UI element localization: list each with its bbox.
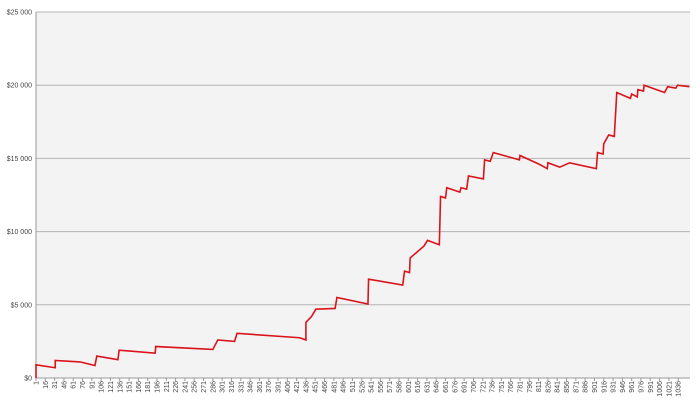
x-tick-label: 991 bbox=[648, 381, 655, 393]
x-tick-label: 631 bbox=[424, 381, 431, 393]
x-tick-label: 481 bbox=[331, 381, 338, 393]
x-tick-label: 646 bbox=[434, 381, 441, 393]
y-tick-label: $10 000 bbox=[7, 229, 32, 236]
x-tick-label: 541 bbox=[369, 381, 376, 393]
x-tick-label: 571 bbox=[387, 381, 394, 393]
x-tick-label: 946 bbox=[620, 381, 627, 393]
x-tick-label: 706 bbox=[471, 381, 478, 393]
y-tick-label: $25 000 bbox=[7, 10, 32, 17]
x-tick-label: 256 bbox=[192, 381, 199, 393]
x-tick-label: 721 bbox=[480, 381, 487, 393]
x-tick-label: 1 bbox=[34, 381, 41, 385]
x-tick-label: 556 bbox=[378, 381, 385, 393]
x-tick-label: 166 bbox=[136, 381, 143, 393]
x-tick-label: 1021 bbox=[666, 381, 673, 397]
x-tick-label: 886 bbox=[583, 381, 590, 393]
x-tick-label: 46 bbox=[61, 381, 68, 389]
x-tick-label: 106 bbox=[99, 381, 106, 393]
x-tick-label: 241 bbox=[182, 381, 189, 393]
x-tick-label: 31 bbox=[52, 381, 59, 389]
x-tick-label: 376 bbox=[266, 381, 273, 393]
x-tick-label: 1036 bbox=[676, 381, 683, 397]
x-tick-label: 421 bbox=[294, 381, 301, 393]
x-tick-label: 736 bbox=[490, 381, 497, 393]
y-tick-label: $15 000 bbox=[7, 156, 32, 163]
x-tick-label: 976 bbox=[638, 381, 645, 393]
x-tick-label: 361 bbox=[257, 381, 264, 393]
x-tick-label: 616 bbox=[415, 381, 422, 393]
x-tick-label: 661 bbox=[443, 381, 450, 393]
x-tick-label: 91 bbox=[89, 381, 96, 389]
x-tick-label: 61 bbox=[71, 381, 78, 389]
x-tick-label: 586 bbox=[396, 381, 403, 393]
x-tick-label: 511 bbox=[350, 381, 357, 392]
x-tick-label: 691 bbox=[462, 381, 469, 393]
x-tick-label: 436 bbox=[303, 381, 310, 393]
x-tick-label: 931 bbox=[611, 381, 618, 393]
x-tick-label: 136 bbox=[117, 381, 124, 393]
x-tick-label: 451 bbox=[313, 381, 320, 393]
x-tick-label: 391 bbox=[275, 381, 282, 393]
x-tick-label: 406 bbox=[285, 381, 292, 393]
line bbox=[35, 84, 690, 378]
x-tick-label: 841 bbox=[555, 381, 562, 393]
x-tick-label: 496 bbox=[341, 381, 348, 393]
y-tick-label: $20 000 bbox=[7, 83, 32, 90]
x-tick-label: 676 bbox=[452, 381, 459, 393]
x-tick-label: 301 bbox=[220, 381, 227, 393]
x-tick-label: 211 bbox=[164, 381, 171, 392]
plot-area bbox=[36, 12, 690, 378]
x-tick-label: 1006 bbox=[657, 381, 664, 397]
x-tick-label: 226 bbox=[173, 381, 180, 393]
x-tick-label: 331 bbox=[238, 381, 245, 393]
x-tick-label: 181 bbox=[145, 381, 152, 393]
x-tick-label: 196 bbox=[154, 381, 161, 393]
x-tick-label: 871 bbox=[573, 381, 580, 393]
x-tick-label: 346 bbox=[248, 381, 255, 393]
y-tick-label: $5 000 bbox=[11, 302, 33, 309]
x-tick-label: 76 bbox=[80, 381, 87, 389]
x-tick-label: 466 bbox=[322, 381, 329, 393]
x-tick-label: 781 bbox=[517, 381, 524, 393]
x-tick-label: 916 bbox=[601, 381, 608, 393]
x-tick-label: 526 bbox=[359, 381, 366, 393]
x-tick-label: 796 bbox=[527, 381, 534, 393]
x-tick-label: 826 bbox=[545, 381, 552, 393]
x-tick-label: 751 bbox=[499, 381, 506, 393]
x-tick-label: 121 bbox=[108, 381, 115, 393]
x-tick-label: 961 bbox=[629, 381, 636, 393]
x-tick-label: 601 bbox=[406, 381, 413, 393]
x-tick-label: 856 bbox=[564, 381, 571, 393]
x-tick-label: 901 bbox=[592, 381, 599, 393]
x-tick-label: 316 bbox=[229, 381, 236, 393]
x-tick-label: 16 bbox=[43, 381, 50, 389]
x-tick-label: 286 bbox=[210, 381, 217, 393]
x-tick-label: 271 bbox=[201, 381, 208, 393]
x-tick-label: 766 bbox=[508, 381, 515, 393]
x-tick-label: 151 bbox=[127, 381, 134, 393]
x-tick-label: 811 bbox=[536, 381, 543, 392]
y-tick-label: $0 bbox=[24, 376, 32, 383]
